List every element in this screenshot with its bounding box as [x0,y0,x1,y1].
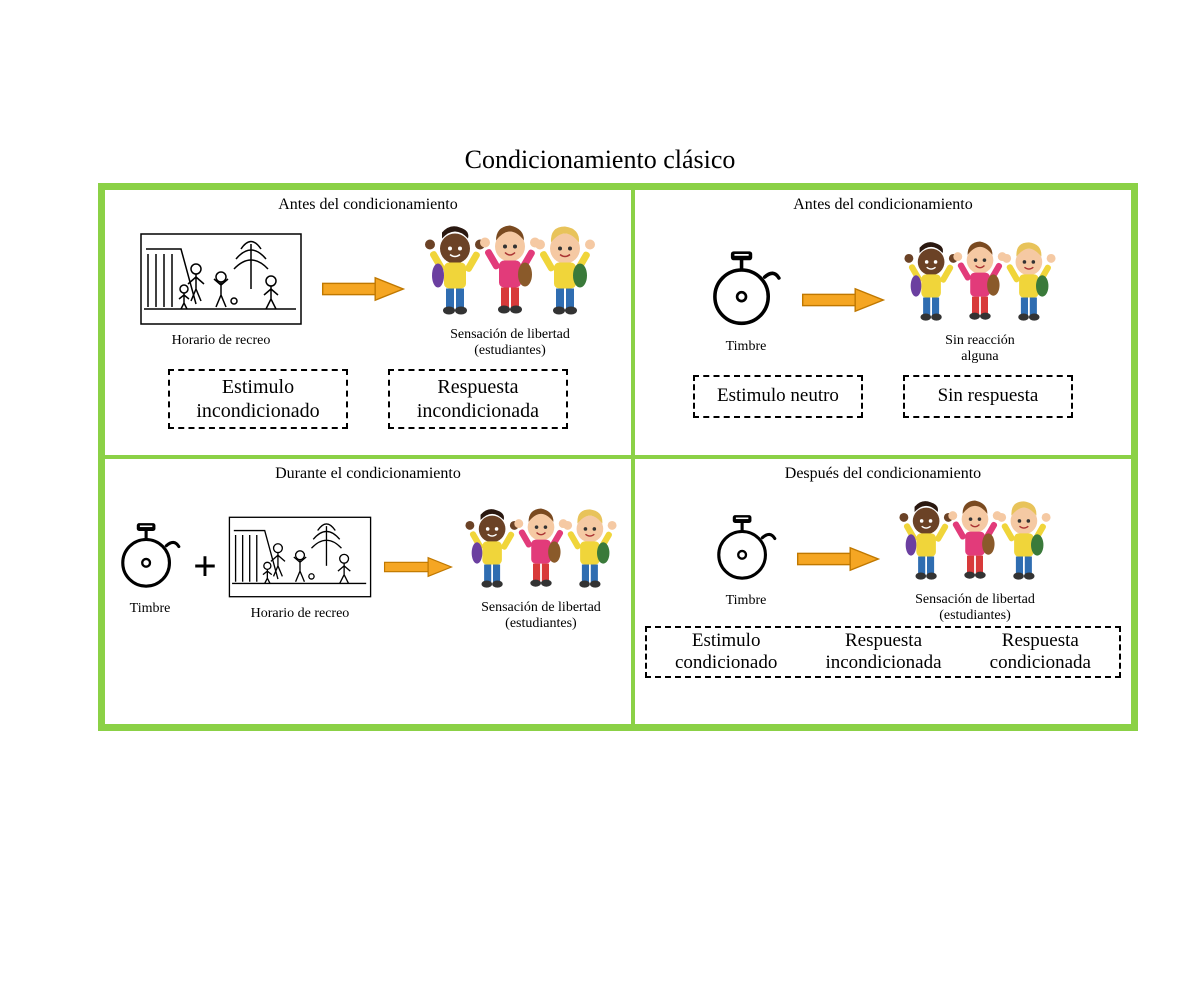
panel-title: Antes del condicionamiento [645,196,1121,214]
arrow-icon [793,544,883,574]
bell-label: Timbre [726,339,767,355]
bell-label: Timbre [130,601,171,617]
happy-kids-icon [420,218,600,323]
playground-label: Horario de recreo [251,606,350,622]
box-conditioned-stimulus: Estimulocondicionado [675,630,777,674]
arrow-icon [798,285,888,315]
panel-during: Durante el condicionamiento Timbre + Hor… [103,457,633,726]
bell-icon [711,509,781,589]
no-reaction-label: Sin reacciónalguna [945,333,1015,365]
box-unconditioned-response: Respuestaincondicionada [388,369,568,429]
kids-label: Sensación de libertad(estudiantes) [915,592,1035,624]
box-neutral-stimulus: Estimulo neutro [693,375,863,418]
box-conditioned-response: Respuestacondicionada [990,630,1091,674]
happy-kids-icon [895,493,1055,588]
playground-label: Horario de recreo [172,333,271,349]
playground-icon [225,512,375,602]
box-no-response: Sin respuesta [903,375,1073,418]
arrow-icon [383,552,453,582]
diagram-grid: Antes del condicionamiento Horario de re… [98,183,1138,731]
panel-title: Después del condicionamiento [645,465,1121,483]
kids-label: Sensación de libertad(estudiantes) [481,600,601,632]
panel-before-2: Antes del condicionamiento Timbre Sin re… [633,188,1133,457]
happy-kids-icon [900,234,1060,329]
panel-title: Antes del condicionamiento [115,196,621,214]
panel-after: Después del condicionamiento Timbre Sens… [633,457,1133,726]
bell-label: Timbre [726,593,767,609]
kids-label: Sensación de libertad(estudiantes) [450,327,570,359]
happy-kids-icon [461,501,621,596]
panel-before-1: Antes del condicionamiento Horario de re… [103,188,633,457]
arrow-icon [318,274,408,304]
playground-icon [136,229,306,329]
box-unconditioned-response-b: Respuestaincondicionada [825,630,941,674]
bell-icon [115,517,185,597]
panel-title: Durante el condicionamiento [115,465,621,483]
bell-icon [706,245,786,335]
wide-dashed-box: Estimulocondicionado Respuestaincondicio… [645,626,1121,678]
box-unconditioned-stimulus: Estimuloincondicionado [168,369,348,429]
page-title: Condicionamiento clásico [0,145,1200,175]
plus-icon: + [193,546,217,588]
